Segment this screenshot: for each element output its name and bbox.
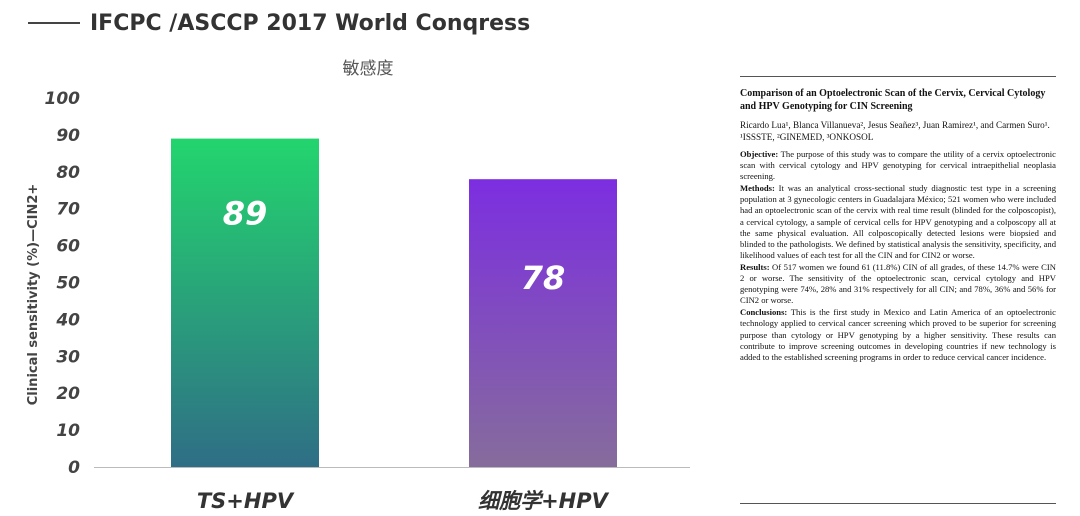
data-label-2: 78 <box>521 259 566 297</box>
objective-paragraph: Objective: The purpose of this study was… <box>740 149 1056 182</box>
abstract-panel: Comparison of an Optoelectronic Scan of … <box>740 76 1056 504</box>
category-label-2: 细胞学+HPV <box>478 489 610 513</box>
conclusions-paragraph: Conclusions: This is the first study in … <box>740 307 1056 362</box>
results-paragraph: Results: Of 517 women we found 61 (11.8%… <box>740 262 1056 306</box>
y-tick-label: 60 <box>56 237 80 257</box>
header: IFCPC /ASCCP 2017 World Conqress <box>28 6 530 40</box>
bar-1 <box>171 138 319 467</box>
y-tick-label: 50 <box>56 274 80 294</box>
y-axis-label: Clinical sensitivity (%)—CIN2+ <box>26 184 41 406</box>
abstract-authors: Ricardo Lua¹, Blanca Villanueva², Jesus … <box>740 120 1050 142</box>
y-tick-label: 40 <box>55 310 80 330</box>
y-tick-label: 80 <box>56 163 80 183</box>
y-tick-label: 90 <box>56 126 80 146</box>
y-tick-label: 70 <box>56 200 80 220</box>
y-tick-label: 30 <box>56 347 80 367</box>
y-tick-label: 100 <box>45 89 81 109</box>
header-title: IFCPC /ASCCP 2017 World Conqress <box>90 10 531 36</box>
bottom-rule <box>740 503 1056 504</box>
objective-label: Objective: <box>740 149 779 159</box>
conclusions-text: This is the first study in Mexico and La… <box>740 307 1056 362</box>
bar-2 <box>469 179 617 467</box>
header-rule <box>28 22 80 24</box>
y-tick-label: 20 <box>56 384 80 404</box>
y-tick-label: 0 <box>68 458 80 478</box>
methods-paragraph: Methods: It was an analytical cross-sect… <box>740 183 1056 261</box>
methods-text: It was an analytical cross-sectional stu… <box>740 183 1056 260</box>
objective-text: The purpose of this study was to compare… <box>740 149 1056 182</box>
category-label-1: TS+HPV <box>197 489 295 513</box>
data-label-1: 89 <box>223 195 268 233</box>
y-tick-label: 10 <box>56 421 80 441</box>
conclusions-label: Conclusions: <box>740 307 788 318</box>
sensitivity-bar-chart: 敏感度 Clinical sensitivity (%)—CIN2+ 0 10 20… <box>26 59 690 513</box>
abstract-title: Comparison of an Optoelectronic Scan of … <box>740 88 1046 112</box>
top-rule <box>740 76 1056 77</box>
results-label: Results: <box>740 261 770 272</box>
chart-title: 敏感度 <box>343 59 394 79</box>
methods-label: Methods: <box>740 183 775 194</box>
results-text: Of 517 women we found 61 (11.8%) CIN of … <box>740 261 1056 306</box>
